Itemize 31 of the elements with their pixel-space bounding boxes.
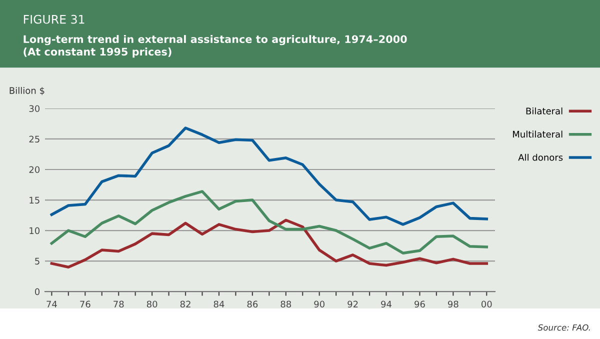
- y-tick-label: 25: [29, 136, 40, 143]
- y-tick-label: 5: [35, 258, 40, 265]
- legend-label: Multilateral: [513, 130, 562, 138]
- x-tick-label: 82: [180, 300, 190, 308]
- legend-label: Bilateral: [526, 107, 562, 114]
- chart-subtitle: Long-term trend in external assistance to agriculture, 1974–2000 (At constant 1995 prices): [24, 35, 407, 58]
- x-tick-label: 88: [280, 300, 292, 308]
- x-tick-label: 78: [114, 300, 124, 308]
- x-tick-label: 92: [348, 300, 358, 308]
- x-tick-label: 00: [481, 300, 492, 308]
- line-series: [50, 218, 488, 269]
- line-series: [50, 126, 488, 226]
- legend-label: All donors: [518, 154, 563, 161]
- x-tick-label: 94: [381, 300, 392, 308]
- line-series: [50, 190, 488, 254]
- source-note: Source: FAO.: [538, 324, 590, 331]
- x-tick-label: 74: [46, 300, 57, 308]
- x-tick-label: 86: [247, 300, 258, 308]
- x-tick-label: 84: [214, 300, 224, 308]
- x-tick-label: 90: [314, 300, 324, 308]
- y-tick-label: 20: [29, 166, 40, 174]
- y-axis-title: Billion $: [10, 86, 44, 96]
- y-tick-label: 0: [34, 288, 40, 296]
- y-tick-label: 15: [30, 196, 40, 204]
- x-tick-label: 98: [448, 300, 458, 308]
- x-tick-label: 96: [414, 300, 425, 308]
- x-tick-label: 76: [80, 300, 90, 308]
- x-tick-label: 80: [146, 300, 158, 308]
- y-tick-label: 30: [29, 105, 40, 112]
- chart-title: FIGURE 31: [24, 14, 84, 24]
- y-tick-label: 10: [30, 227, 40, 234]
